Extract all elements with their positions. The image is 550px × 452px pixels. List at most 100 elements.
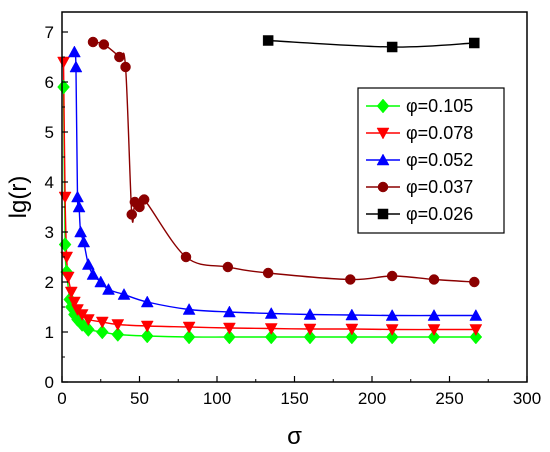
data-point: [264, 329, 278, 345]
x-tick-label: 200: [358, 389, 386, 408]
data-point: [67, 296, 81, 309]
data-point: [345, 329, 359, 345]
data-point: [182, 321, 196, 334]
data-point: [98, 39, 110, 50]
data-point: [385, 308, 399, 321]
data-point: [469, 37, 480, 49]
legend-label: φ=0.026: [406, 204, 473, 224]
legend-marker: [376, 153, 390, 166]
y-tick-label: 6: [45, 73, 54, 92]
x-tick-label: 50: [130, 389, 149, 408]
data-point: [469, 276, 480, 288]
y-axis: 0 1 2 3 4 5 6 7: [45, 23, 68, 392]
data-point: [138, 194, 150, 205]
y-axis-title: lg(r): [5, 176, 32, 219]
data-point: [264, 323, 278, 336]
legend: φ=0.105 φ=0.078 φ=0.052 φ=0.037 φ=0.026: [357, 87, 505, 234]
legend-marker: [377, 181, 389, 193]
legend-marker: [377, 208, 389, 220]
data-point: [140, 295, 154, 308]
data-point: [223, 329, 236, 345]
x-tick-label: 300: [513, 389, 541, 408]
data-point: [427, 329, 441, 345]
data-point: [385, 329, 399, 345]
data-point: [385, 324, 399, 337]
x-axis-title: σ: [287, 423, 302, 450]
legend-label: φ=0.105: [406, 96, 473, 116]
data-point: [77, 235, 91, 248]
x-tick-label: 0: [57, 389, 66, 408]
y-tick-label: 1: [45, 323, 54, 342]
data-point: [111, 327, 125, 342]
data-point: [71, 190, 84, 203]
series-line-4: [268, 39, 475, 48]
data-point: [386, 270, 398, 282]
y-tick-label: 4: [45, 173, 54, 192]
data-point: [469, 329, 483, 345]
data-point: [69, 60, 83, 73]
data-point: [345, 323, 359, 336]
data-point: [95, 324, 109, 340]
data-point: [94, 275, 108, 288]
data-point: [180, 251, 192, 263]
data-point: [87, 36, 99, 48]
data-point: [428, 274, 440, 285]
data-point: [303, 323, 317, 336]
data-point: [303, 307, 317, 320]
legend-label: φ=0.052: [406, 150, 473, 170]
data-point: [222, 261, 234, 273]
data-point: [67, 45, 81, 58]
y-tick-label: 7: [45, 23, 54, 42]
y-tick-label: 0: [45, 373, 54, 392]
data-point: [469, 308, 483, 321]
data-point: [469, 324, 483, 337]
data-point: [57, 79, 70, 95]
y-tick-label: 5: [45, 123, 54, 142]
data-point: [386, 41, 398, 53]
data-point: [345, 308, 359, 321]
y-tick-label: 3: [45, 223, 54, 242]
data-point: [74, 225, 88, 238]
data-point: [264, 306, 278, 319]
data-point: [427, 324, 441, 337]
y-tick-label: 2: [45, 273, 54, 292]
data-point: [58, 237, 72, 252]
x-tick-label: 250: [435, 389, 463, 408]
data-point: [61, 271, 75, 284]
data-point: [262, 267, 274, 279]
data-point: [82, 322, 95, 337]
data-point: [222, 305, 236, 318]
data-point: [57, 56, 70, 69]
data-point: [182, 302, 196, 315]
data-point: [126, 209, 137, 220]
data-point: [64, 286, 78, 299]
data-point: [222, 322, 236, 335]
data-point: [182, 329, 196, 345]
legend-label: φ=0.037: [406, 177, 473, 197]
data-point: [303, 329, 317, 345]
data-point: [140, 320, 154, 333]
data-point: [102, 282, 115, 295]
data-point: [262, 35, 274, 46]
legend-marker: [376, 98, 390, 114]
x-tick-label: 100: [203, 389, 231, 408]
legend-label: φ=0.078: [406, 123, 473, 143]
data-point: [81, 257, 95, 270]
data-point: [114, 51, 125, 63]
data-point: [140, 328, 154, 344]
data-point: [117, 287, 131, 300]
data-point: [72, 200, 86, 213]
data-point: [134, 201, 145, 213]
legend-marker: [376, 127, 390, 140]
x-axis: 0 50 100 150 200 250 300: [57, 376, 541, 408]
data-point: [81, 314, 95, 327]
data-point: [95, 316, 109, 329]
data-point: [58, 191, 72, 204]
x-tick-label: 150: [280, 389, 308, 408]
data-point: [345, 274, 356, 285]
series-markers: [57, 35, 483, 345]
data-point: [427, 308, 441, 321]
data-point: [111, 319, 125, 332]
data-point: [86, 267, 100, 280]
